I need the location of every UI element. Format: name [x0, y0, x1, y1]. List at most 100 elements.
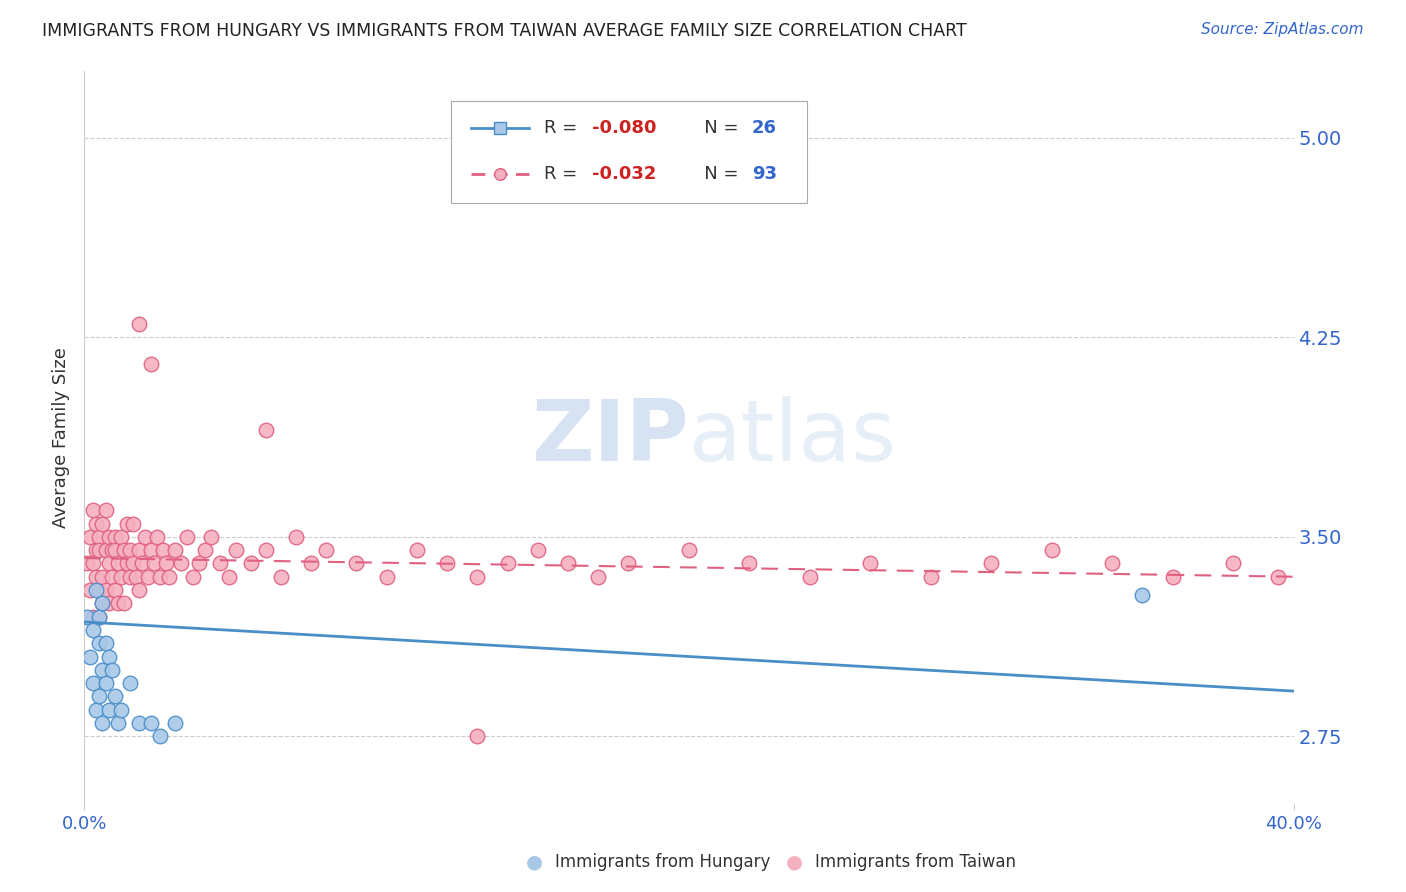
Text: Source: ZipAtlas.com: Source: ZipAtlas.com	[1201, 22, 1364, 37]
Point	[107, 596, 129, 610]
Point	[557, 557, 579, 571]
Text: Immigrants from Hungary: Immigrants from Hungary	[555, 853, 770, 871]
Point	[89, 609, 111, 624]
Point	[110, 530, 132, 544]
Point	[79, 582, 101, 597]
Point	[149, 729, 172, 743]
Point	[1161, 570, 1184, 584]
Text: N =: N =	[686, 119, 744, 136]
Point	[94, 582, 117, 597]
Point	[89, 609, 111, 624]
Point	[859, 557, 882, 571]
Point	[149, 570, 172, 584]
Point	[136, 570, 159, 584]
Point	[1130, 588, 1153, 602]
Point	[115, 516, 138, 531]
Point	[980, 557, 1002, 571]
Text: IMMIGRANTS FROM HUNGARY VS IMMIGRANTS FROM TAIWAN AVERAGE FAMILY SIZE CORRELATIO: IMMIGRANTS FROM HUNGARY VS IMMIGRANTS FR…	[42, 22, 967, 40]
Point	[110, 703, 132, 717]
Point	[110, 570, 132, 584]
Text: R =: R =	[544, 165, 583, 183]
Point	[107, 557, 129, 571]
Point	[82, 557, 104, 571]
Point	[467, 570, 489, 584]
Point	[82, 676, 104, 690]
Point	[82, 609, 104, 624]
Point	[100, 570, 122, 584]
Point	[79, 649, 101, 664]
Point	[97, 596, 120, 610]
Text: atlas: atlas	[689, 395, 897, 479]
Point	[225, 543, 247, 558]
Text: R =: R =	[544, 119, 583, 136]
Point	[104, 543, 127, 558]
Point	[118, 543, 141, 558]
Point	[125, 570, 148, 584]
Point	[97, 649, 120, 664]
Point	[94, 543, 117, 558]
Point	[112, 543, 135, 558]
Text: ●: ●	[786, 852, 803, 871]
Point	[239, 557, 262, 571]
Point	[254, 424, 277, 438]
Point	[1222, 557, 1244, 571]
Point	[89, 543, 111, 558]
Point	[157, 570, 180, 584]
Point	[194, 543, 217, 558]
Point	[188, 557, 211, 571]
Text: -0.032: -0.032	[592, 165, 657, 183]
Point	[209, 557, 232, 571]
Text: Immigrants from Taiwan: Immigrants from Taiwan	[815, 853, 1017, 871]
Point	[112, 596, 135, 610]
Point	[285, 530, 308, 544]
Point	[467, 729, 489, 743]
Point	[118, 676, 141, 690]
Point	[128, 543, 150, 558]
Point	[76, 609, 98, 624]
Point	[146, 530, 169, 544]
Point	[94, 636, 117, 650]
Point	[100, 663, 122, 677]
Text: -0.080: -0.080	[592, 119, 657, 136]
Point	[152, 543, 174, 558]
Point	[91, 716, 114, 731]
Point	[118, 570, 141, 584]
Point	[121, 557, 143, 571]
Point	[86, 582, 108, 597]
Point	[176, 530, 198, 544]
Text: 93: 93	[752, 165, 778, 183]
Point	[94, 676, 117, 690]
Point	[134, 530, 156, 544]
Point	[678, 543, 700, 558]
Point	[165, 716, 187, 731]
Point	[107, 716, 129, 731]
Text: ZIP: ZIP	[531, 395, 689, 479]
Point	[104, 530, 127, 544]
Point	[920, 570, 942, 584]
Point	[588, 570, 610, 584]
Point	[139, 716, 162, 731]
Point	[155, 557, 177, 571]
Text: ●: ●	[526, 852, 543, 871]
Point	[91, 663, 114, 677]
Point	[76, 557, 98, 571]
Point	[100, 543, 122, 558]
Point	[170, 557, 193, 571]
Point	[165, 543, 187, 558]
Point	[115, 557, 138, 571]
Point	[270, 570, 292, 584]
Point	[104, 582, 127, 597]
Point	[139, 543, 162, 558]
Point	[97, 557, 120, 571]
Point	[91, 570, 114, 584]
Point	[121, 516, 143, 531]
Point	[1040, 543, 1063, 558]
Point	[436, 557, 458, 571]
Point	[79, 530, 101, 544]
Point	[89, 636, 111, 650]
Point	[139, 357, 162, 371]
Point	[91, 516, 114, 531]
Point	[97, 703, 120, 717]
Point	[91, 596, 114, 610]
Text: N =: N =	[686, 165, 744, 183]
